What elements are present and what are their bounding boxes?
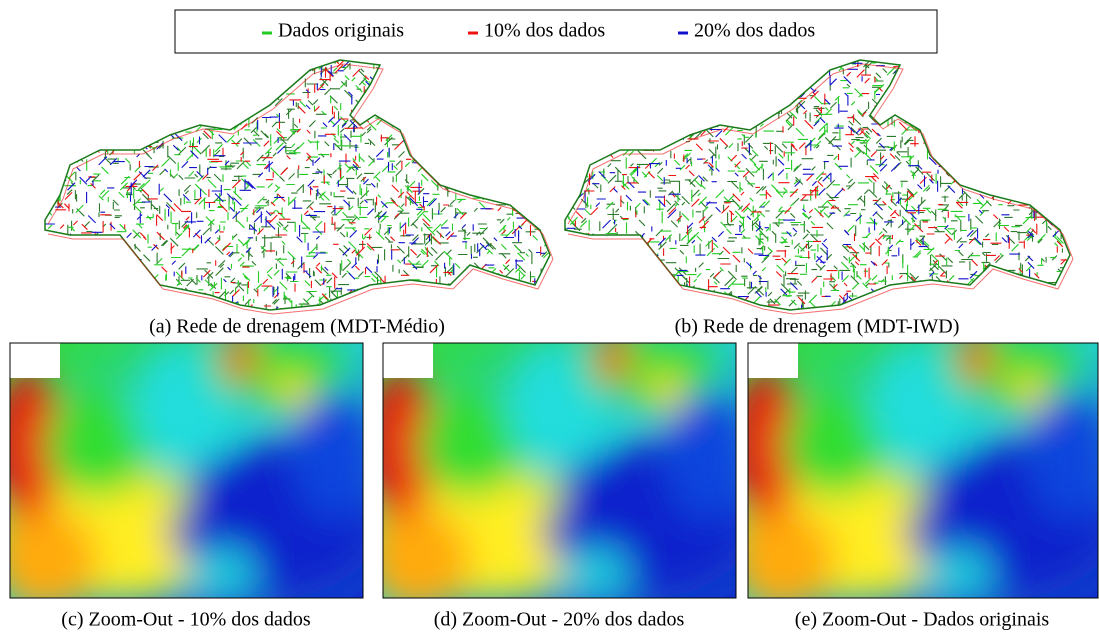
elevation-map: [731, 325, 1099, 611]
blob: [665, 394, 750, 522]
stream: [557, 55, 1080, 320]
caption: (a) Rede de drenagem (MDT-Médio): [149, 316, 445, 338]
basin-outline: [565, 60, 1070, 310]
legend-label: 10% dos dados: [484, 20, 605, 42]
stream: [565, 55, 1080, 315]
blob: [941, 338, 1081, 399]
stream: [558, 55, 1080, 317]
stream: [36, 55, 562, 319]
nodata: [748, 343, 798, 378]
blob: [731, 509, 836, 611]
blob: [962, 325, 990, 386]
blob: [187, 547, 258, 598]
caption: (b) Rede de drenagem (MDT-IWD): [675, 316, 960, 338]
blob: [560, 547, 631, 598]
stream: [37, 56, 558, 319]
drainage-network: [36, 55, 562, 321]
blob: [535, 476, 563, 517]
blob: [1011, 374, 1046, 415]
nodata: [383, 343, 433, 378]
blob: [598, 325, 626, 386]
nodata: [10, 343, 60, 378]
blob: [577, 338, 718, 399]
blob: [899, 476, 927, 517]
caption: (d) Zoom-Out - 20% dos dados: [434, 609, 685, 631]
blob: [292, 394, 377, 522]
blob: [204, 338, 345, 399]
elevation-map: [365, 325, 753, 611]
caption: (e) Zoom-Out - Dados originais: [795, 609, 1050, 631]
blob: [275, 374, 310, 415]
legend-label: 20% dos dados: [694, 20, 815, 42]
blob: [162, 476, 190, 517]
caption: (c) Zoom-Out - 10% dos dados: [61, 609, 311, 631]
stream: [39, 55, 562, 317]
elevation-map: [0, 325, 381, 611]
blob: [365, 509, 471, 611]
blob: [923, 547, 993, 598]
drainage-network: [553, 55, 1083, 321]
figure: Dados originais 10% dos dados 20% dos dado…: [0, 0, 1099, 637]
legend-label: Dados originais: [278, 20, 404, 42]
blob: [648, 374, 683, 415]
